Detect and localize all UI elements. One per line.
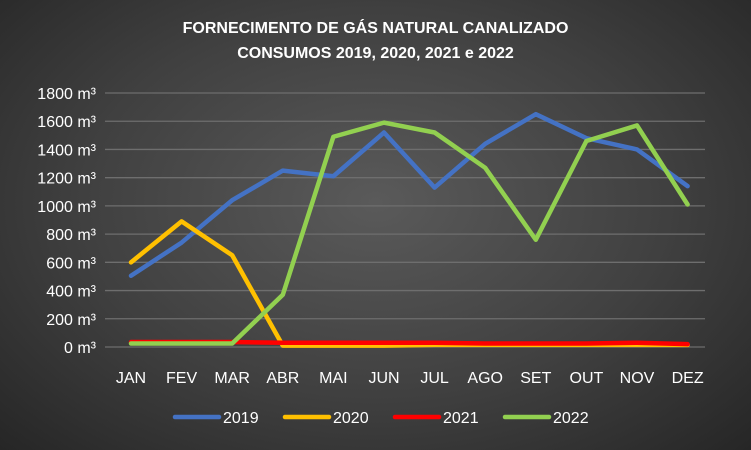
y-tick-label: 1200 m³ xyxy=(37,171,96,188)
x-tick-label: DEZ xyxy=(672,370,704,387)
y-tick-label: 400 m³ xyxy=(46,284,96,301)
y-tick-label: 600 m³ xyxy=(46,255,96,272)
x-tick-label: SET xyxy=(520,370,551,387)
series-line-2022 xyxy=(128,120,690,346)
x-tick-label: JUL xyxy=(420,370,449,387)
x-tick-label: FEV xyxy=(166,370,197,387)
x-tick-label: JUN xyxy=(368,370,399,387)
legend-label-2019: 2019 xyxy=(223,410,259,427)
x-tick-label: AGO xyxy=(467,370,503,387)
x-tick-label: ABR xyxy=(266,370,299,387)
x-tick-label: OUT xyxy=(570,370,604,387)
y-tick-label: 1400 m³ xyxy=(37,142,96,159)
chart-title: FORNECIMENTO DE GÁS NATURAL CANALIZADO xyxy=(182,20,569,37)
x-tick-label: MAI xyxy=(319,370,347,387)
legend-label-2022: 2022 xyxy=(553,410,589,427)
y-tick-label: 200 m³ xyxy=(46,312,96,329)
series-line-2020 xyxy=(128,219,690,348)
legend-label-2020: 2020 xyxy=(333,410,369,427)
x-tick-label: MAR xyxy=(214,370,250,387)
series-line-2019 xyxy=(128,111,690,278)
y-tick-label: 1600 m³ xyxy=(37,114,96,131)
x-tick-label: NOV xyxy=(620,370,655,387)
y-tick-label: 0 m³ xyxy=(64,340,97,357)
x-tick-label: JAN xyxy=(116,370,146,387)
y-tick-label: 800 m³ xyxy=(46,227,96,244)
legend-label-2021: 2021 xyxy=(443,410,479,427)
y-tick-label: 1000 m³ xyxy=(37,199,96,216)
chart-subtitle: CONSUMOS 2019, 2020, 2021 e 2022 xyxy=(237,45,514,62)
y-tick-label: 1800 m³ xyxy=(37,86,96,103)
